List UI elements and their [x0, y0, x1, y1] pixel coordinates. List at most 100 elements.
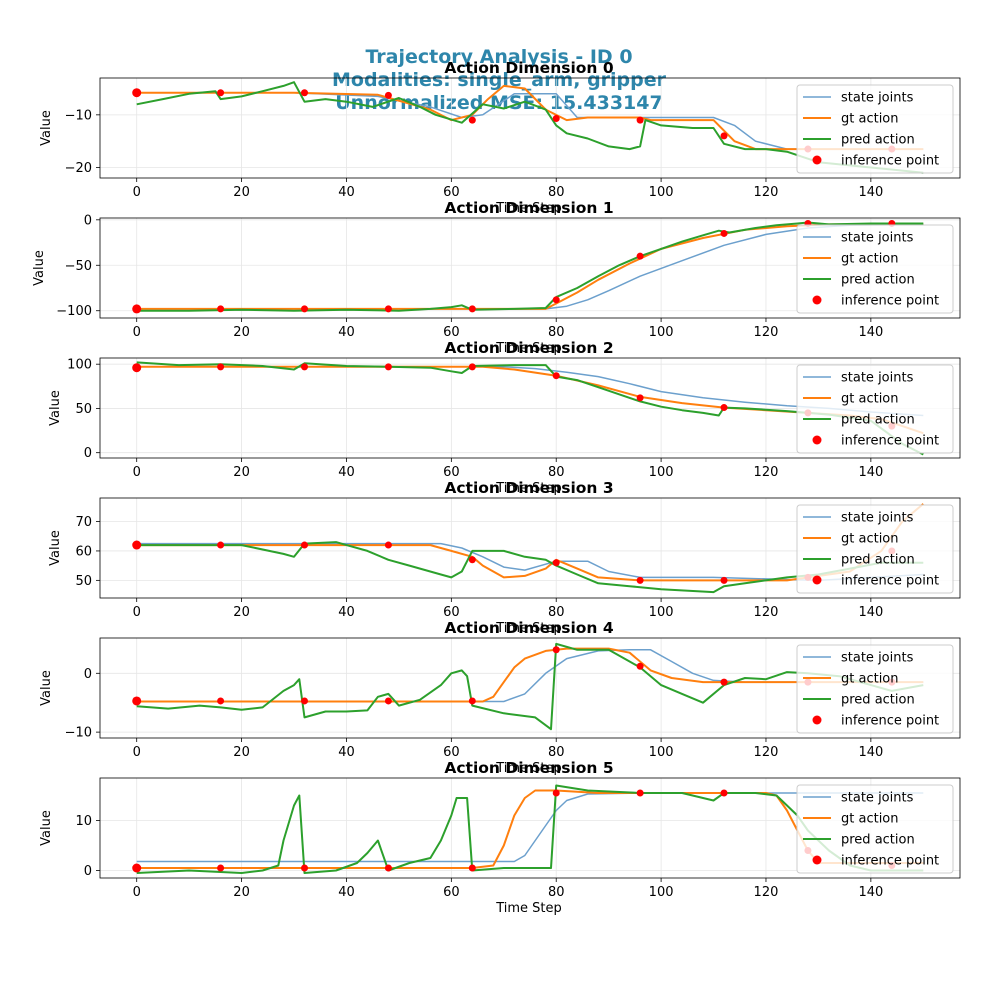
axes-frame — [99, 497, 961, 599]
inference-point-marker — [720, 229, 728, 237]
legend-entry: gt action — [841, 252, 899, 267]
legend-marker — [812, 575, 822, 585]
y-tick-label: −20 — [65, 161, 92, 176]
legend: state joints gt action pred action inferenc… — [796, 504, 954, 594]
y-axis-label: Value — [48, 390, 63, 426]
x-tick-label: 0 — [133, 745, 141, 760]
legend-entry: gt action — [841, 392, 899, 407]
x-tick-label: 40 — [338, 605, 355, 620]
y-tick-label: 10 — [75, 814, 92, 829]
x-tick-label: 140 — [858, 185, 883, 200]
x-tick-label: 100 — [649, 605, 674, 620]
inference-point-marker — [468, 116, 476, 124]
subplot-title: Action Dimension 0 — [444, 59, 613, 77]
series-line-state-joints — [136, 649, 924, 703]
subplot-title: Action Dimension 4 — [444, 619, 613, 637]
inference-point-marker — [384, 541, 392, 549]
x-tick-label: 0 — [133, 185, 141, 200]
subplot-1: 0 20 40 60 80 100 120 140 −100 −50 0 Action Dimensi… — [32, 199, 961, 356]
legend-marker — [812, 435, 822, 445]
inference-point-marker — [384, 363, 392, 371]
legend-marker — [812, 155, 822, 165]
x-tick-label: 40 — [338, 885, 355, 900]
legend-entry: state joints — [841, 371, 914, 386]
legend-box — [796, 364, 954, 454]
inference-point-marker — [384, 91, 392, 99]
x-tick-label: 60 — [443, 745, 460, 760]
subplot-4: 0 20 40 60 80 100 120 140 −10 0 Action Dimension 4… — [39, 619, 961, 776]
y-tick-label: 0 — [84, 446, 92, 461]
legend-entry: state joints — [841, 791, 914, 806]
inference-point-marker — [217, 363, 225, 371]
inference-point-marker — [552, 115, 560, 123]
legend-entry: inference point — [841, 154, 939, 169]
subplot-2: 0 20 40 60 80 100 120 140 0 50 100 Action Dimension… — [48, 339, 961, 496]
figure-title-line-3: Unnormalized MSE: 15.433147 — [335, 92, 663, 114]
legend-entry: pred action — [841, 273, 915, 288]
x-axis-label: Time Step — [495, 341, 562, 356]
x-tick-label: 40 — [338, 325, 355, 340]
series-line-pred-action — [136, 81, 924, 174]
y-tick-label: −50 — [65, 259, 92, 274]
y-tick-label: 0 — [84, 667, 92, 682]
series-line-pred-action — [136, 784, 924, 874]
axes-frame — [99, 357, 961, 459]
x-tick-label: 40 — [338, 465, 355, 480]
legend-entry: inference point — [841, 854, 939, 869]
legend-box — [796, 84, 954, 174]
subplot-3: 0 20 40 60 80 100 120 140 50 60 70 Action Dimension… — [48, 479, 961, 636]
subplot-title: Action Dimension 3 — [444, 479, 613, 497]
legend: state joints gt action pred action inferenc… — [796, 644, 954, 734]
x-tick-label: 20 — [233, 185, 250, 200]
axes-frame — [99, 777, 961, 879]
x-tick-label: 20 — [233, 885, 250, 900]
x-tick-label: 40 — [338, 745, 355, 760]
legend: state joints gt action pred action inferenc… — [796, 224, 954, 314]
x-tick-label: 120 — [754, 465, 779, 480]
inference-point-marker — [384, 305, 392, 313]
legend-entry: pred action — [841, 553, 915, 568]
y-tick-label: 50 — [75, 574, 92, 589]
legend-entry: inference point — [841, 714, 939, 729]
y-tick-label: 70 — [75, 515, 92, 530]
x-tick-label: 100 — [649, 325, 674, 340]
inference-point-marker — [468, 864, 476, 872]
y-tick-label: 0 — [84, 213, 92, 228]
inference-point-marker — [552, 646, 560, 654]
inference-point-marker — [301, 89, 309, 97]
x-tick-label: 100 — [649, 185, 674, 200]
y-tick-label: −10 — [65, 108, 92, 123]
legend-entry: state joints — [841, 511, 914, 526]
legend-entry: gt action — [841, 112, 899, 127]
legend-box — [796, 224, 954, 314]
x-tick-label: 60 — [443, 465, 460, 480]
legend-entry: gt action — [841, 812, 899, 827]
x-axis-label: Time Step — [495, 761, 562, 776]
y-axis-label: Value — [48, 530, 63, 566]
legend-entry: inference point — [841, 434, 939, 449]
inference-point-marker — [301, 541, 309, 549]
figure-title-line-2: Modalities: single_arm, gripper — [331, 69, 667, 91]
y-tick-label: 0 — [84, 864, 92, 879]
x-tick-label: 0 — [133, 325, 141, 340]
inference-point-marker — [468, 697, 476, 705]
legend-marker — [812, 855, 822, 865]
x-tick-label: 140 — [858, 745, 883, 760]
inference-point-marker — [217, 697, 225, 705]
inference-point-marker — [552, 789, 560, 797]
legend-entry: state joints — [841, 91, 914, 106]
inference-point-marker — [636, 789, 644, 797]
legend-entry: state joints — [841, 651, 914, 666]
axes-frame — [99, 77, 961, 179]
inference-point-marker — [720, 404, 728, 412]
y-axis-label: Value — [39, 110, 54, 146]
inference-point-marker — [720, 132, 728, 140]
x-tick-label: 140 — [858, 465, 883, 480]
y-tick-label: 100 — [67, 358, 92, 373]
y-axis-label: Value — [39, 810, 54, 846]
subplot-0: 0 20 40 60 80 100 120 140 −20 −10 Action Dimension… — [39, 59, 961, 216]
inference-point-marker — [720, 576, 728, 584]
x-tick-label: 20 — [233, 605, 250, 620]
legend-entry: pred action — [841, 833, 915, 848]
inference-point-marker — [217, 541, 225, 549]
